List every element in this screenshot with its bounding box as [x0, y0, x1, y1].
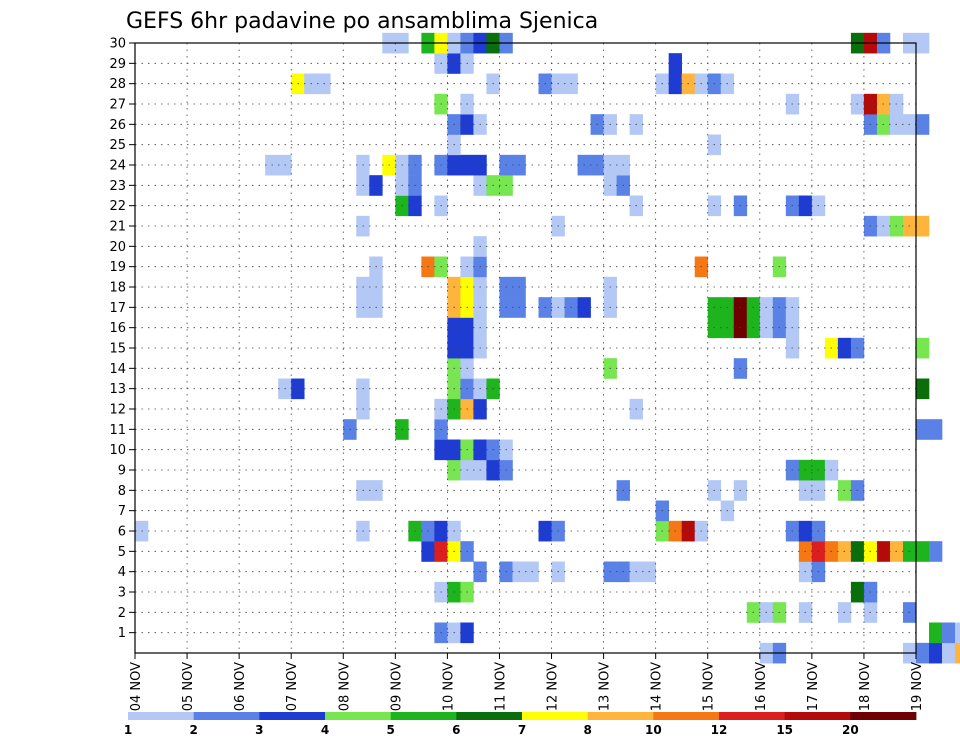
- x-tick-label-7: 11 NOV: [493, 662, 508, 711]
- colorbar-swatch-6: [522, 712, 589, 720]
- y-tick-label-4: 4: [118, 565, 126, 580]
- colorbar-label-15: 15: [776, 723, 793, 737]
- colorbar-swatch-0: [128, 712, 195, 720]
- colorbar-swatch-3: [325, 712, 392, 720]
- cell-m0-3: [916, 642, 930, 664]
- colorbar-swatch-1: [193, 712, 260, 720]
- y-tick-label-26: 26: [109, 118, 126, 133]
- x-tick-label-15: 19 NOV: [910, 662, 925, 711]
- colorbar-label-6: 6: [452, 723, 460, 737]
- y-tick-label-8: 8: [118, 484, 126, 499]
- x-tick-label-12: 16 NOV: [754, 662, 769, 711]
- x-tick-label-8: 12 NOV: [546, 662, 561, 711]
- x-tick-label-13: 17 NOV: [806, 662, 821, 711]
- y-tick-label-29: 29: [109, 57, 126, 72]
- colorbar-swatch-10: [784, 712, 851, 720]
- colorbar-swatch-4: [390, 712, 457, 720]
- colorbar-swatch-9: [719, 712, 786, 720]
- colorbar-label-1: 1: [124, 723, 132, 737]
- y-tick-label-18: 18: [109, 281, 126, 296]
- x-axis: 04 NOV 05 NOV 06 NOV 07 NOV 08 NOV 09 NOV 10 N…: [129, 653, 925, 711]
- colorbar-label-12: 12: [711, 723, 728, 737]
- x-tick-label-5: 09 NOV: [389, 662, 404, 711]
- x-tick-label-4: 08 NOV: [337, 662, 352, 711]
- cell-m30-13: [916, 32, 930, 54]
- y-tick-label-5: 5: [118, 545, 126, 560]
- y-tick-label-9: 9: [118, 464, 126, 479]
- y-tick-label-6: 6: [118, 525, 126, 540]
- y-tick-label-28: 28: [109, 77, 126, 92]
- y-tick-label-30: 30: [109, 37, 126, 52]
- cell-m11-4: [929, 419, 943, 440]
- x-tick-label-6: 10 NOV: [441, 662, 456, 711]
- x-tick-label-10: 14 NOV: [650, 662, 665, 711]
- y-tick-label-2: 2: [118, 606, 126, 621]
- colorbar-swatch-7: [587, 712, 654, 720]
- colorbar-swatch-8: [653, 712, 720, 720]
- y-tick-label-27: 27: [109, 98, 126, 113]
- colorbar-label-20: 20: [842, 723, 859, 737]
- colorbar: 1 2 3 4 5 6 7 8 10 12 15 20: [124, 712, 917, 737]
- y-tick-label-15: 15: [109, 342, 126, 357]
- cell-m5-14: [929, 541, 943, 562]
- cell-m5-13: [916, 541, 930, 562]
- y-tick-label-11: 11: [109, 423, 126, 438]
- colorbar-label-10: 10: [645, 723, 662, 737]
- cell-m21-6: [916, 215, 930, 237]
- cell-m1-3: [929, 622, 943, 644]
- y-tick-label-7: 7: [118, 504, 126, 519]
- colorbar-label-7: 7: [518, 723, 526, 737]
- cell-m0-5: [942, 642, 956, 664]
- colorbar-label-3: 3: [255, 723, 263, 737]
- cells-layer: [135, 32, 960, 664]
- x-tick-label-2: 06 NOV: [233, 662, 248, 711]
- y-tick-label-23: 23: [109, 179, 126, 194]
- colorbar-swatch-11: [850, 712, 917, 720]
- y-tick-label-16: 16: [109, 321, 126, 336]
- cell-m11-3: [916, 419, 930, 440]
- y-tick-label-3: 3: [118, 586, 126, 601]
- y-tick-label-21: 21: [109, 220, 126, 235]
- x-tick-label-11: 15 NOV: [702, 662, 717, 711]
- y-tick-label-14: 14: [109, 362, 126, 377]
- cell-m1-4: [942, 622, 956, 644]
- x-tick-label-3: 07 NOV: [285, 662, 300, 711]
- x-tick-label-14: 18 NOV: [858, 662, 873, 711]
- cell-m0-4: [929, 642, 943, 664]
- x-tick-label-1: 05 NOV: [181, 662, 196, 711]
- y-tick-label-25: 25: [109, 138, 126, 153]
- y-tick-label-1: 1: [118, 626, 126, 641]
- y-tick-label-22: 22: [109, 199, 126, 214]
- cell-m26-10: [916, 114, 930, 135]
- y-tick-label-20: 20: [109, 240, 126, 255]
- y-tick-label-24: 24: [109, 159, 126, 174]
- chart-title: GEFS 6hr padavine po ansamblima Sjenica: [126, 9, 598, 34]
- colorbar-label-8: 8: [583, 723, 591, 737]
- y-tick-label-13: 13: [109, 382, 126, 397]
- y-tick-label-19: 19: [109, 260, 126, 275]
- x-tick-label-9: 13 NOV: [598, 662, 613, 711]
- colorbar-swatch-5: [456, 712, 523, 720]
- colorbar-label-5: 5: [386, 723, 394, 737]
- colorbar-label-2: 2: [189, 723, 197, 737]
- cell-m13-7: [916, 378, 930, 400]
- cell-m1-5: [955, 622, 960, 644]
- grid-layer: [135, 43, 916, 653]
- y-tick-label-12: 12: [109, 403, 126, 418]
- colorbar-label-4: 4: [321, 723, 329, 737]
- cell-m0-6: [955, 642, 960, 664]
- cell-m15-7: [916, 337, 930, 359]
- y-tick-label-17: 17: [109, 301, 126, 316]
- y-tick-label-10: 10: [109, 443, 126, 458]
- x-tick-label-0: 04 NOV: [129, 662, 144, 711]
- y-axis: 1234567891011121314151617181920212223242…: [109, 37, 135, 641]
- colorbar-swatch-2: [259, 712, 326, 720]
